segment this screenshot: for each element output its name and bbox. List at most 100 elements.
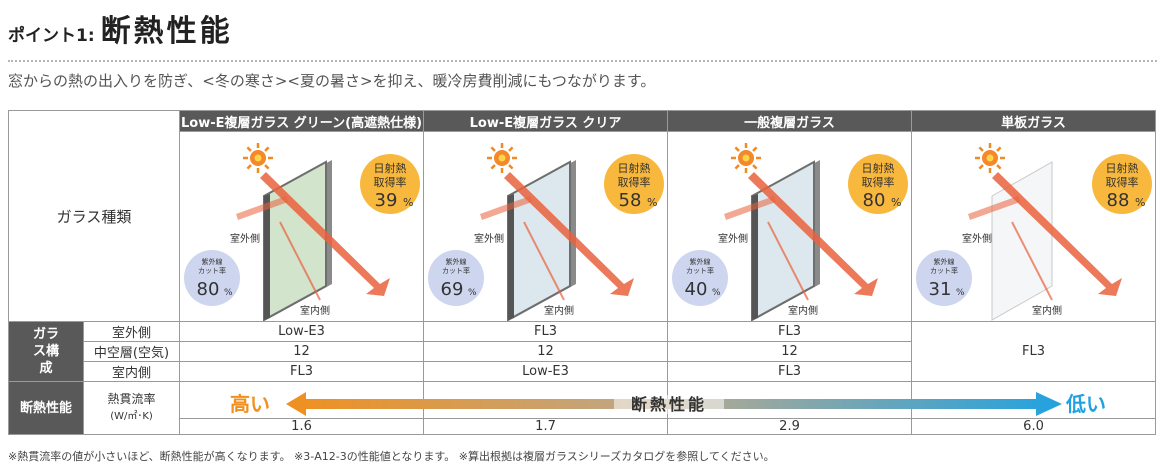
col-header-lowe-clear: Low-E複層ガラス クリア <box>423 110 669 132</box>
sunlight-ray <box>992 172 1123 296</box>
insulation-label: 断熱性能 <box>8 381 84 435</box>
perf-cell-1 <box>179 381 425 419</box>
solar-gain-value: 39 <box>375 190 398 211</box>
outer-double: FL3 <box>667 321 913 342</box>
uv-cut-badge <box>184 250 241 306</box>
middle-layer-label: 中空層(空気) <box>82 341 181 362</box>
inner-ray <box>767 221 809 301</box>
glass-type-label: ガラス種類 <box>7 110 181 322</box>
perf-cell-4 <box>911 381 1157 419</box>
performance-row: 断熱性能 熱貫流率 (W/㎡･K) <box>8 381 1157 435</box>
u-value-label: 熱貫流率 (W/㎡･K) <box>82 381 181 435</box>
single-config: FL3 <box>911 321 1157 382</box>
solar-gain-percent: % <box>1135 196 1145 209</box>
uv-cut-badge <box>916 250 973 306</box>
solar-badge-label-1: 日射熱 <box>374 161 407 175</box>
inner-ray <box>1011 221 1053 301</box>
glass-edge <box>264 194 271 320</box>
illustration-single: 室外側 室内側 日射熱 取得率 88% 紫外線 カット率 31% <box>911 131 1157 322</box>
outdoor-side-label: 室外側 <box>230 232 260 245</box>
uv-badge-label-1: 紫外線 <box>934 257 955 266</box>
reflected-ray <box>968 196 1021 220</box>
uv-badge-label-2: カット率 <box>686 266 714 275</box>
sun-icon <box>487 143 518 173</box>
col-header-lowe-green: Low-E複層ガラス グリーン(高遮熱仕様) <box>179 110 425 132</box>
sun-icon <box>731 143 762 173</box>
solar-badge-label-1: 日射熱 <box>618 161 651 175</box>
illustration-row: 室外側 室内側 日射熱 取得率 39% 紫外線 カット率 80% 室外側 室内側 日射熱 取得率 58… <box>9 131 1157 322</box>
perf-cell-2 <box>423 381 669 419</box>
uv-cut-value: 31 <box>929 279 952 300</box>
solar-badge-label-2: 取得率 <box>374 175 407 189</box>
solar-gain-value: 88 <box>1107 190 1130 211</box>
config-row-outdoor: ガラス構成 室外側 Low-E3 FL3 FL3 FL3 <box>8 321 1157 382</box>
solar-badge-label-2: 取得率 <box>862 175 895 189</box>
middle-double: 12 <box>667 341 913 362</box>
middle-lowe-clear: 12 <box>423 341 669 362</box>
u-value-title: 熱貫流率 <box>107 392 156 406</box>
uv-cut-percent: % <box>468 288 477 298</box>
uv-cut-percent: % <box>712 288 721 298</box>
outer-lowe-clear: FL3 <box>423 321 669 342</box>
reflected-ray <box>480 196 533 220</box>
outdoor-label: 室外側 <box>82 321 181 342</box>
inner-ray <box>279 221 321 301</box>
uv-badge-label-1: 紫外線 <box>446 257 467 266</box>
uv-badge-label-2: カット率 <box>930 266 958 275</box>
u-value-lowe-clear: 1.7 <box>423 418 669 435</box>
glass-edge <box>508 194 515 320</box>
outer-lowe-green: Low-E3 <box>179 321 425 342</box>
indoor-side-label: 室内側 <box>544 304 574 317</box>
page-title: 断熱性能 <box>100 14 233 49</box>
reflected-ray <box>236 196 289 220</box>
solar-gain-percent: % <box>647 196 657 209</box>
indoor-side-label: 室内側 <box>300 304 330 317</box>
config-row-middle: 中空層(空気) 12 12 12 <box>9 341 1156 362</box>
solar-gain-badge <box>604 154 665 214</box>
inner-lowe-clear: Low-E3 <box>423 361 669 382</box>
sunlight-ray <box>260 172 391 296</box>
header-row: ガラス種類 Low-E複層ガラス グリーン(高遮熱仕様) Low-E複層ガラス … <box>7 110 1157 322</box>
uv-cut-value: 80 <box>197 279 220 300</box>
uv-cut-percent: % <box>224 288 233 298</box>
sunlight-ray <box>748 172 879 296</box>
solar-gain-percent: % <box>891 196 901 209</box>
uv-badge-label-1: 紫外線 <box>690 257 711 266</box>
sunlight-ray <box>504 172 635 296</box>
solar-gain-value: 58 <box>619 190 642 211</box>
indoor-side-label: 室内側 <box>788 304 818 317</box>
outdoor-side-label: 室外側 <box>474 232 504 245</box>
divider <box>8 60 1157 62</box>
solar-gain-badge <box>360 154 421 214</box>
u-value-lowe-green: 1.6 <box>179 418 425 435</box>
illustration-double: 室外側 室内側 日射熱 取得率 80% 紫外線 カット率 40% <box>667 131 913 322</box>
illustration-lowe-green: 室外側 室内側 日射熱 取得率 39% 紫外線 カット率 80% <box>179 131 425 322</box>
illustration-lowe-clear: 室外側室内側 日射熱 取得率 58% 紫外線 カット率 69% <box>423 131 669 322</box>
config-row-indoor: 室内側 FL3 Low-E3 FL3 <box>9 361 1156 382</box>
uv-badge-label-2: カット率 <box>198 266 226 275</box>
solar-badge-label-1: 日射熱 <box>862 161 895 175</box>
uv-cut-value: 69 <box>441 279 464 300</box>
uv-badge-label-2: カット率 <box>442 266 470 275</box>
section-heading: ポイント1: 断熱性能 <box>8 6 233 54</box>
solar-badge-label-2: 取得率 <box>618 175 651 189</box>
solar-gain-percent: % <box>403 196 413 209</box>
reflected-ray <box>724 196 777 220</box>
u-value-unit: (W/㎡･K) <box>110 411 153 422</box>
inner-double: FL3 <box>667 361 913 382</box>
col-header-double: 一般複層ガラス <box>667 110 913 132</box>
point-label: ポイント1: <box>8 26 95 46</box>
solar-gain-badge <box>848 154 909 214</box>
glass-edge <box>752 194 759 320</box>
uv-cut-value: 40 <box>685 279 708 300</box>
glass-config-label: ガラス構成 <box>8 321 84 382</box>
inner-ray <box>523 221 565 301</box>
solar-gain-badge <box>1092 154 1153 214</box>
inner-lowe-green: FL3 <box>179 361 425 382</box>
footnote: ※熱貫流率の値が小さいほど、断熱性能が高くなります。 ※3-A12-3の性能値と… <box>8 450 775 463</box>
sun-icon <box>243 143 274 173</box>
indoor-label: 室内側 <box>82 361 181 382</box>
uv-cut-badge <box>672 250 729 306</box>
